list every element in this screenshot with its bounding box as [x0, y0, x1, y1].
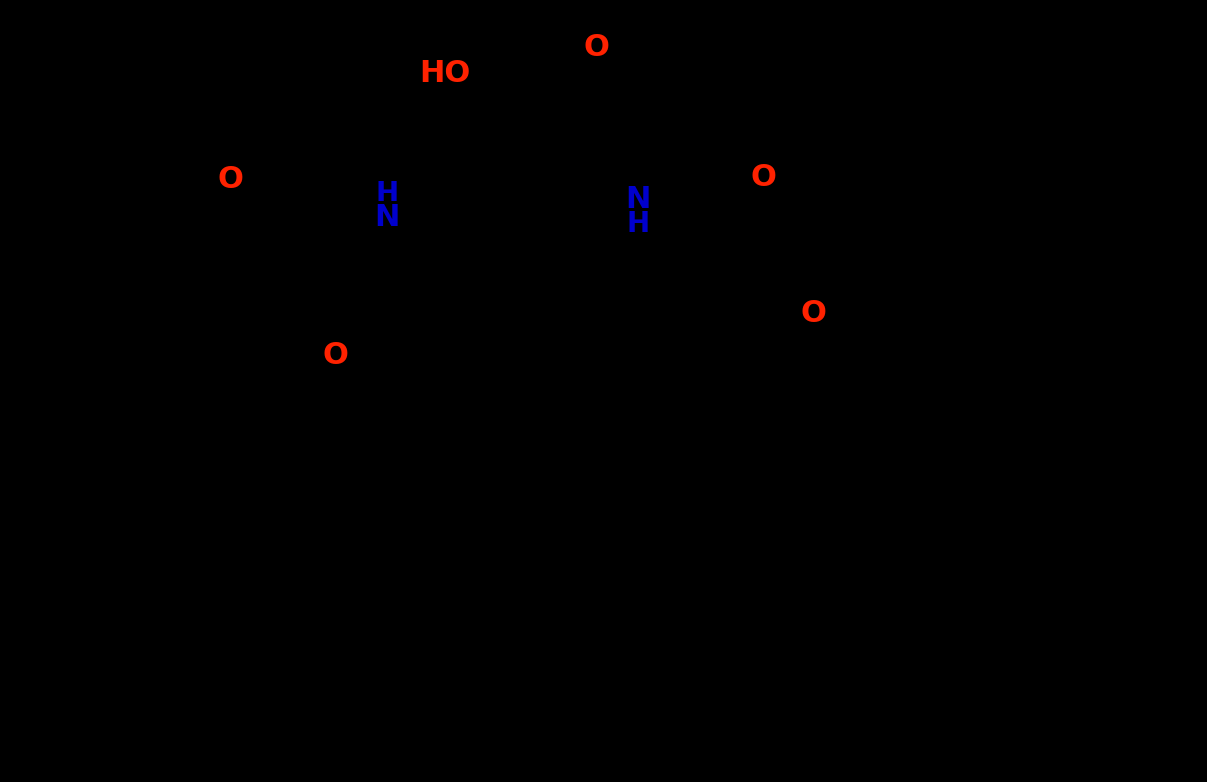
- Text: O: O: [750, 163, 776, 192]
- Text: H: H: [626, 210, 649, 238]
- Text: HO: HO: [419, 59, 471, 88]
- Text: H: H: [375, 180, 398, 208]
- Text: N: N: [374, 203, 400, 232]
- Text: O: O: [322, 340, 348, 370]
- Text: O: O: [583, 33, 610, 62]
- Text: N: N: [625, 185, 651, 214]
- Text: O: O: [217, 166, 243, 195]
- Text: O: O: [800, 299, 826, 328]
